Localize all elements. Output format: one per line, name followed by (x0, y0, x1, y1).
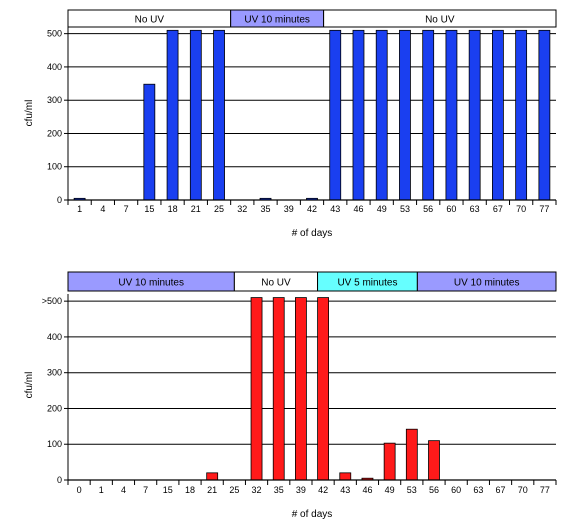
bar (492, 29, 504, 201)
bar (428, 440, 440, 481)
x-tick-label: 46 (353, 204, 363, 214)
chart-1: No UV UV 10 minutes No UV 0 100 200 300 400 500 1… (24, 9, 557, 239)
x-tick-label: 46 (362, 485, 372, 495)
x-tick-label: 35 (261, 204, 271, 214)
bar (166, 29, 179, 201)
bar (383, 442, 396, 481)
x-tick-label: 49 (377, 204, 387, 214)
x-tick-label: 32 (252, 485, 262, 495)
y-axis-label: cfu/ml (24, 100, 35, 127)
x-tick-label: 7 (124, 204, 129, 214)
y-tick-label: 500 (47, 29, 62, 39)
phase-label: UV 5 minutes (337, 278, 397, 289)
x-tick-label: 25 (214, 204, 224, 214)
y-tick-label: >500 (42, 296, 62, 306)
y-tick-label: 300 (47, 95, 62, 105)
bar (468, 29, 481, 201)
bar (250, 297, 263, 481)
y-tick-label: 0 (57, 195, 62, 205)
bar (352, 29, 365, 201)
bar (405, 428, 418, 481)
x-tick-label: 18 (185, 485, 195, 495)
x-tick-label: 56 (423, 204, 433, 214)
bar (143, 83, 156, 201)
x-tick-label: 35 (274, 485, 284, 495)
phase-label: No UV (135, 15, 165, 26)
y-tick-label: 400 (47, 62, 62, 72)
bar (206, 472, 219, 481)
bar (189, 29, 202, 201)
x-tick-label: 67 (496, 485, 506, 495)
x-tick-label: 32 (237, 204, 247, 214)
x-tick-label: 21 (207, 485, 217, 495)
x-tick-label: 70 (516, 204, 526, 214)
bar (272, 297, 285, 481)
y-tick-label: 100 (47, 162, 62, 172)
x-tick-label: 60 (446, 204, 456, 214)
x-tick-label: 77 (539, 204, 549, 214)
phase-label: UV 10 minutes (118, 278, 184, 289)
x-tick-label: 4 (121, 485, 126, 495)
x-tick-label: 53 (407, 485, 417, 495)
bar (375, 29, 388, 201)
bar (445, 29, 458, 201)
bar (329, 29, 342, 201)
x-axis-label: # of days (292, 509, 333, 520)
x-tick-label: 42 (307, 204, 317, 214)
bar (538, 29, 551, 201)
phase-label: UV 10 minutes (454, 278, 520, 289)
phase-label: UV 10 minutes (244, 15, 310, 26)
x-tick-label: 0 (77, 485, 82, 495)
x-tick-label: 63 (470, 204, 480, 214)
x-axis-label: # of days (292, 228, 333, 239)
x-tick-label: 63 (473, 485, 483, 495)
bar (515, 29, 528, 201)
x-tick-label: 15 (163, 485, 173, 495)
y-tick-label: 0 (57, 475, 62, 485)
x-tick-label: 7 (143, 485, 148, 495)
y-tick-label: 400 (47, 332, 62, 342)
x-tick-label: 15 (144, 204, 154, 214)
x-tick-label: 60 (451, 485, 461, 495)
bar (317, 297, 329, 481)
chart-2: UV 10 minutes No UV UV 5 minutes UV 10 minu… (24, 271, 557, 520)
bar (399, 29, 411, 201)
x-tick-label: 70 (518, 485, 528, 495)
bar (339, 472, 352, 481)
x-tick-label: 56 (429, 485, 439, 495)
x-tick-label: 1 (77, 204, 82, 214)
y-tick-label: 300 (47, 368, 62, 378)
y-tick-label: 200 (47, 128, 62, 138)
y-axis-label: cfu/ml (24, 372, 35, 399)
phase-band (323, 9, 557, 28)
y-tick-label: 100 (47, 439, 62, 449)
bar (295, 297, 307, 481)
x-tick-label: 39 (284, 204, 294, 214)
x-tick-label: 4 (100, 204, 105, 214)
x-tick-label: 25 (229, 485, 239, 495)
y-tick-label: 200 (47, 403, 62, 413)
x-tick-label: 43 (330, 204, 340, 214)
x-tick-label: 49 (385, 485, 395, 495)
x-tick-label: 39 (296, 485, 306, 495)
x-tick-label: 21 (191, 204, 201, 214)
bar (213, 29, 225, 201)
x-tick-label: 53 (400, 204, 410, 214)
x-tick-label: 1 (99, 485, 104, 495)
x-tick-label: 77 (540, 485, 550, 495)
x-tick-label: 67 (493, 204, 503, 214)
phase-label: No UV (261, 278, 291, 289)
phase-label: No UV (425, 15, 455, 26)
phase-band (416, 271, 557, 292)
bar (422, 29, 435, 201)
x-tick-label: 42 (318, 485, 328, 495)
x-tick-label: 18 (168, 204, 178, 214)
x-tick-label: 43 (340, 485, 350, 495)
